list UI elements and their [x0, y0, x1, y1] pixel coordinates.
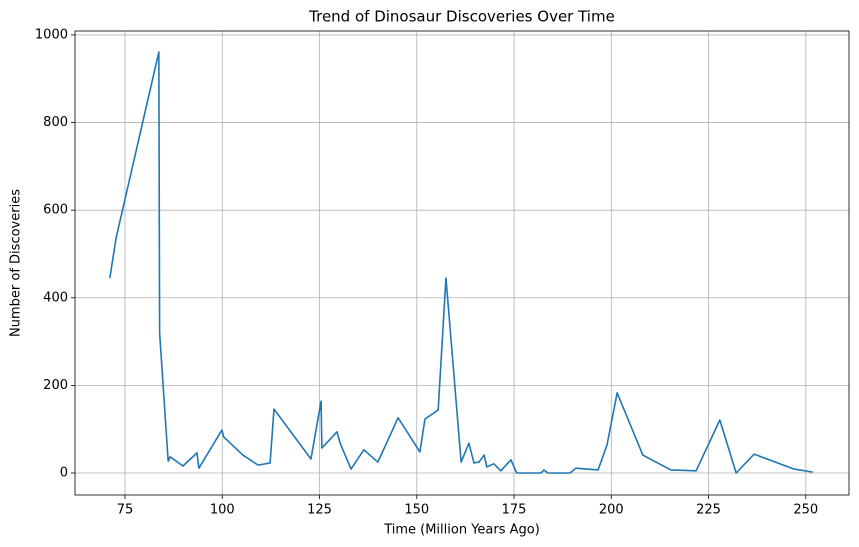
- y-tick-label: 600: [43, 203, 68, 218]
- line: [109, 51, 813, 474]
- x-tick-label: 250: [793, 503, 818, 518]
- y-tick-label: 0: [60, 466, 68, 481]
- x-tick-label: 150: [404, 503, 429, 518]
- y-tick-label: 800: [43, 115, 68, 130]
- plot-frame: [74, 30, 850, 496]
- x-tick-label: 125: [307, 503, 332, 518]
- y-tick-label: 200: [43, 378, 68, 393]
- x-tick-label: 75: [117, 503, 134, 518]
- x-tick-label: 225: [696, 503, 721, 518]
- x-axis-label: Time (Million Years Ago): [383, 523, 540, 538]
- y-tick-label: 400: [43, 290, 68, 305]
- chart-title: Trend of Dinosaur Discoveries Over Time: [308, 8, 615, 26]
- x-tick-label: 200: [599, 503, 624, 518]
- y-tick-label: 1000: [35, 27, 68, 42]
- x-tick-label: 100: [210, 503, 235, 518]
- x-tick-label: 175: [502, 503, 527, 518]
- y-axis-label: Number of Discoveries: [9, 189, 24, 337]
